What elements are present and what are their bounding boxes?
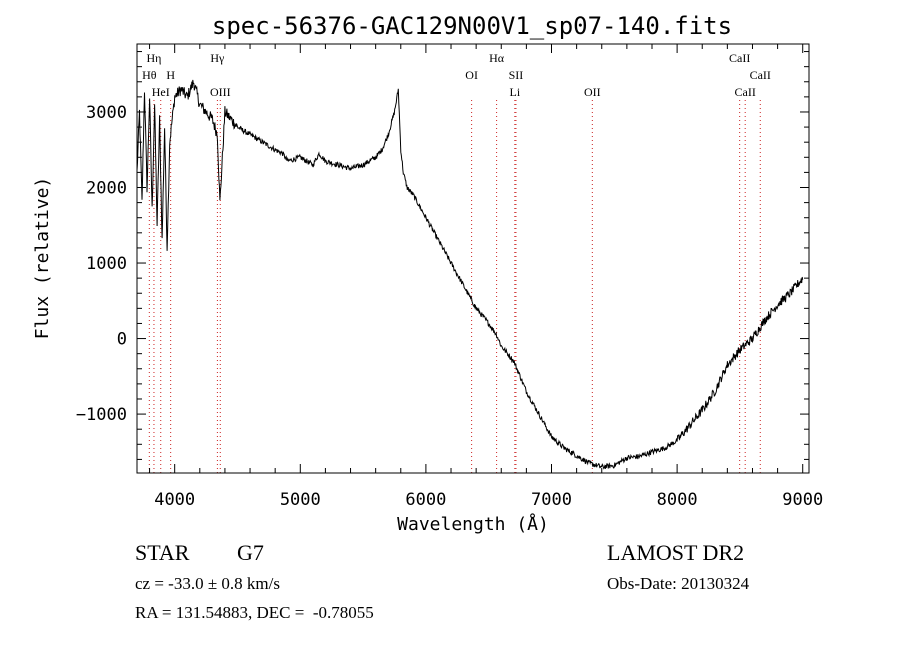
x-tick-label: 5000 — [280, 490, 321, 510]
spectral-line-label: Hγ — [210, 51, 225, 65]
y-axis-label: Flux (relative) — [32, 177, 53, 340]
spectrum-line — [136, 79, 804, 470]
spectral-line-label: H — [166, 68, 175, 82]
x-axis: 4000 5000 6000 7000 8000 9000 — [149, 44, 823, 510]
sky-coordinates: RA = 131.54883, DEC = -0.78055 — [135, 603, 374, 622]
spectral-line-label: HeI — [152, 85, 170, 99]
spectral-line-label: Hα — [489, 51, 505, 65]
spectral-line-label: OI — [465, 68, 478, 82]
y-tick-label: 1000 — [86, 254, 127, 274]
x-tick-label: 6000 — [405, 490, 446, 510]
x-tick-label: 8000 — [657, 490, 698, 510]
observation-date: Obs-Date: 20130324 — [607, 574, 750, 593]
object-class: STAR — [135, 540, 190, 565]
spectral-line-label: Hη — [146, 51, 161, 65]
spectral-line-label: Hθ — [142, 68, 157, 82]
y-tick-label: −1000 — [76, 405, 127, 425]
plot-frame — [136, 43, 810, 474]
spectral-line-label: OIII — [210, 85, 231, 99]
y-axis: −1000 0 1000 2000 3000 — [76, 51, 809, 460]
object-subclass: G7 — [237, 540, 264, 565]
survey-name: LAMOST DR2 — [607, 540, 745, 565]
spectral-line-label: OII — [584, 85, 601, 99]
y-tick-label: 0 — [117, 330, 127, 350]
spectral-line-label: CaII — [735, 85, 756, 99]
spectral-line-label: CaII — [750, 68, 771, 82]
x-tick-label: 4000 — [154, 490, 195, 510]
y-tick-label: 2000 — [86, 179, 127, 199]
spectrum-series — [136, 79, 804, 470]
x-axis-label: Wavelength (Å) — [397, 513, 549, 535]
spectral-line-label: CaII — [729, 51, 750, 65]
chart-title: spec-56376-GAC129N00V1_sp07-140.fits — [212, 12, 732, 40]
redshift-readout: cz = -33.0 ± 0.8 km/s — [135, 574, 280, 593]
spectral-line-label: Li — [509, 85, 520, 99]
x-tick-label: 7000 — [531, 490, 572, 510]
spectral-line-label: SII — [509, 68, 524, 82]
x-tick-label: 9000 — [782, 490, 823, 510]
y-tick-label: 3000 — [86, 103, 127, 123]
